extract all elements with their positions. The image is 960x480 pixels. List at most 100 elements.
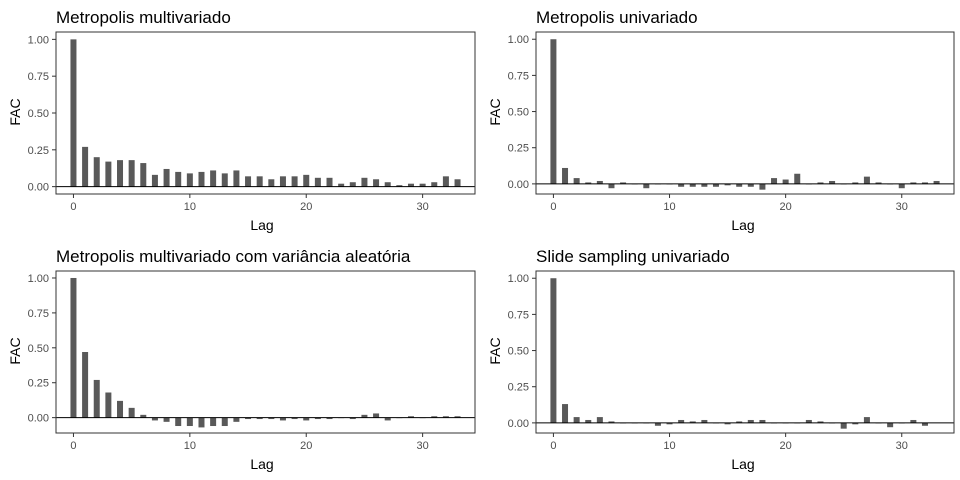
acf-bar: [736, 421, 743, 423]
x-axis-label: Lag: [250, 456, 273, 472]
acf-bar: [829, 180, 836, 184]
acf-bar: [933, 180, 940, 184]
acf-bar: [303, 417, 310, 421]
x-tick-label: 20: [300, 201, 312, 213]
acf-bar: [573, 178, 580, 184]
acf-bar: [93, 157, 100, 187]
y-tick-label: 0.00: [28, 182, 49, 194]
acf-bar: [70, 39, 77, 187]
acf-bar: [93, 379, 100, 418]
acf-bar: [573, 417, 580, 423]
x-tick-label: 30: [896, 201, 908, 213]
acf-bar: [550, 278, 557, 423]
acf-bar: [396, 185, 403, 187]
acf-bar: [689, 421, 696, 423]
acf-bar: [550, 39, 557, 184]
acf-bar: [256, 176, 263, 187]
acf-bar: [701, 183, 708, 187]
x-axis-label: Lag: [731, 217, 754, 233]
panel-title: Metropolis multivariado com variância al…: [56, 247, 411, 266]
y-tick-label: 0.25: [508, 382, 529, 394]
acf-bar: [268, 179, 275, 187]
panel-border: [535, 31, 955, 195]
x-tick-label: 30: [417, 201, 429, 213]
acf-bar: [245, 417, 252, 420]
acf-bar: [151, 417, 158, 421]
x-tick-label: 0: [70, 440, 76, 452]
acf-bar: [82, 146, 89, 187]
acf-bar: [562, 167, 569, 184]
acf-bar: [910, 182, 917, 184]
acf-bar: [608, 421, 615, 423]
acf-bar: [921, 422, 928, 426]
acf-bar: [128, 407, 135, 418]
x-tick-label: 20: [780, 201, 792, 213]
acf-bar: [105, 161, 112, 187]
y-tick-label: 0.00: [28, 413, 49, 425]
y-tick-label: 0.50: [508, 346, 529, 358]
acf-bar: [175, 171, 182, 187]
acf-bar: [117, 160, 124, 187]
plot-area: 0.00 0.25 0.50 0.75 1.00 0 10 20 30: [508, 31, 955, 213]
acf-bar: [585, 182, 592, 184]
acf-bar: [349, 182, 356, 187]
panel-title: Metropolis multivariado: [56, 8, 231, 27]
x-axis-label: Lag: [250, 217, 273, 233]
acf-bar: [384, 417, 391, 421]
x-tick-label: 30: [417, 440, 429, 452]
acf-panel-slide-sampling-univariado: Slide sampling univariado FAC Lag 0.000.…: [487, 247, 955, 472]
y-tick-label: 0.75: [508, 309, 529, 321]
acf-bar: [608, 183, 615, 189]
plot-area: 0.00 0.25 0.50 0.75 1.00 0 10 20 30: [508, 270, 955, 452]
acf-bar: [349, 417, 356, 420]
acf-bar: [140, 163, 147, 187]
acf-bar: [431, 416, 438, 418]
y-axis-label: FAC: [7, 98, 23, 125]
acf-panel-metropolis-univariado: Metropolis univariado FAC Lag 0.000.250.…: [487, 8, 955, 233]
acf-bar: [678, 419, 685, 423]
y-tick-label: 0.50: [28, 108, 49, 120]
acf-bar: [782, 179, 789, 184]
y-tick-label: 0.75: [28, 71, 49, 83]
acf-bar: [442, 176, 449, 187]
acf-bar: [863, 417, 870, 423]
acf-bar: [689, 183, 696, 187]
y-axis-label: FAC: [487, 337, 503, 364]
acf-bar: [279, 417, 286, 421]
plot-area: 0.00 0.25 0.50 0.75 1.00 0 10 20 30: [28, 270, 476, 452]
acf-bar: [279, 176, 286, 187]
acf-bar: [326, 417, 333, 420]
acf-bar: [373, 413, 380, 418]
y-tick-label: 0.50: [28, 343, 49, 355]
acf-bar: [268, 417, 275, 420]
x-tick-label: 20: [780, 440, 792, 452]
acf-bar: [198, 417, 205, 428]
acf-bar: [384, 182, 391, 187]
acf-bar: [221, 173, 228, 187]
acf-bar: [82, 352, 89, 418]
acf-bar: [338, 183, 345, 187]
acf-bar: [724, 183, 731, 186]
acf-bar: [186, 173, 193, 187]
acf-bar: [431, 182, 438, 187]
acf-bar: [875, 182, 882, 184]
y-tick-label: 0.25: [28, 378, 49, 390]
acf-bar: [910, 419, 917, 423]
y-tick-label: 0.75: [28, 308, 49, 320]
acf-bar: [585, 419, 592, 423]
acf-bar: [163, 168, 170, 187]
acf-bar: [678, 183, 685, 187]
y-tick-label: 0.00: [508, 179, 529, 191]
x-tick-label: 0: [550, 201, 556, 213]
acf-bar: [736, 183, 743, 187]
panel-title: Slide sampling univariado: [536, 247, 730, 266]
y-tick-label: 0.25: [508, 143, 529, 155]
acf-bar: [151, 174, 158, 187]
acf-bar: [771, 178, 778, 184]
y-tick-label: 1.00: [508, 273, 529, 285]
x-axis-label: Lag: [731, 456, 754, 472]
x-tick-label: 10: [184, 201, 196, 213]
acf-bar: [221, 417, 228, 427]
acf-bar: [233, 170, 240, 187]
